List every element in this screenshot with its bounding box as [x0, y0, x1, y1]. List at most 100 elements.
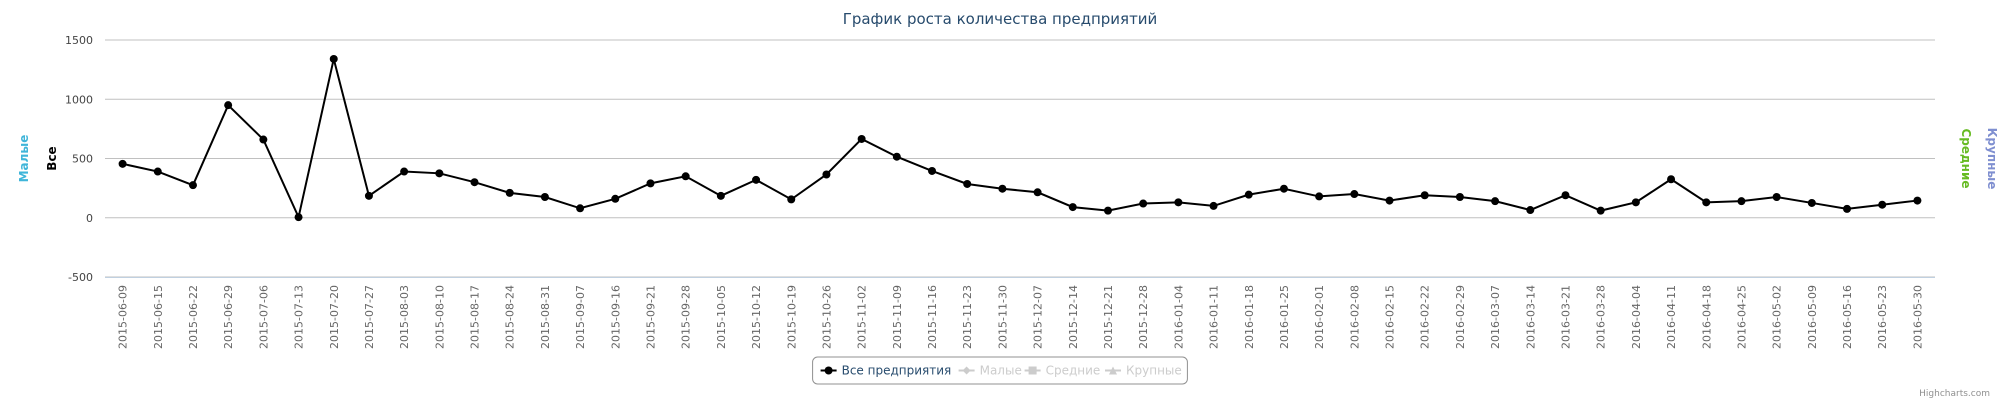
x-tick-label: 2015-09-07 — [574, 285, 587, 349]
data-point — [1526, 206, 1535, 215]
data-point — [540, 193, 549, 202]
x-tick-label: 2015-08-24 — [504, 285, 517, 349]
x-tick-label: 2016-02-01 — [1313, 285, 1326, 349]
x-tick-label: 2016-01-11 — [1208, 285, 1221, 349]
y-tick-label: 1000 — [65, 93, 93, 106]
x-tick-label: 2016-05-23 — [1876, 285, 1889, 349]
data-point — [1667, 175, 1676, 184]
x-tick-label: 2016-01-25 — [1278, 285, 1291, 349]
x-tick-label: 2015-06-29 — [222, 285, 235, 349]
legend-marker — [962, 366, 971, 375]
x-tick-label: 2015-08-17 — [469, 285, 482, 349]
data-point — [1631, 198, 1640, 207]
data-point — [1033, 188, 1042, 197]
x-tick-label: 2015-06-09 — [117, 285, 130, 349]
legend: Все предприятия Малые Средние Крупные — [812, 356, 1188, 385]
legend-label: Малые — [980, 364, 1022, 378]
x-tick-label: 2016-04-18 — [1700, 285, 1713, 349]
x-tick-label: 2016-05-09 — [1806, 285, 1819, 349]
x-tick-label: 2015-08-03 — [398, 285, 411, 349]
data-point — [1174, 198, 1183, 207]
data-point — [1139, 199, 1148, 208]
data-point — [1068, 203, 1077, 212]
legend-label: Средние — [1046, 364, 1101, 378]
data-point — [118, 159, 127, 168]
data-point — [1420, 191, 1429, 200]
x-tick-label: 2015-08-10 — [433, 285, 446, 349]
y-axis-title: Крупные — [1985, 128, 1999, 190]
data-point — [1772, 193, 1781, 202]
x-tick-label: 2016-04-04 — [1630, 285, 1643, 349]
legend-item[interactable]: Средние — [1024, 364, 1101, 378]
x-tick-label: 2016-02-08 — [1348, 285, 1361, 349]
x-tick-label: 2015-12-14 — [1067, 285, 1080, 349]
credits[interactable]: Highcharts.com — [1919, 389, 1990, 399]
x-tick-label: 2015-07-27 — [363, 285, 376, 349]
legend-item[interactable]: Крупные — [1105, 364, 1182, 378]
x-tick-label: 2016-02-22 — [1419, 285, 1432, 349]
x-tick-label: 2015-11-23 — [961, 285, 974, 349]
data-point — [998, 184, 1007, 193]
legend-label: Все предприятия — [842, 364, 952, 378]
data-point — [857, 134, 866, 143]
data-point — [963, 179, 972, 188]
data-point — [1843, 204, 1852, 213]
y-tick-label: 500 — [72, 153, 93, 166]
data-point — [1244, 190, 1253, 199]
data-point — [928, 166, 937, 175]
x-tick-label: 2016-01-18 — [1243, 285, 1256, 349]
data-point — [1209, 201, 1218, 210]
legend-marker — [1109, 366, 1117, 375]
data-point — [1878, 200, 1887, 209]
x-tick-label: 2015-08-31 — [539, 285, 552, 349]
data-point — [505, 188, 514, 197]
data-point — [1737, 197, 1746, 206]
data-point — [1807, 198, 1816, 207]
data-point — [364, 191, 373, 200]
x-tick-label: 2015-11-30 — [996, 285, 1009, 349]
x-tick-label: 2015-10-12 — [750, 285, 763, 349]
x-tick-label: 2015-06-15 — [152, 285, 165, 349]
x-tick-label: 2016-05-02 — [1771, 285, 1784, 349]
y-tick-label: 1500 — [65, 34, 93, 47]
x-tick-label: 2015-07-06 — [257, 285, 270, 349]
data-point — [470, 178, 479, 187]
x-tick-label: 2016-02-15 — [1384, 285, 1397, 349]
x-tick-label: 2016-04-25 — [1735, 285, 1748, 349]
data-point — [294, 213, 303, 222]
data-point — [329, 54, 338, 63]
x-tick-label: 2015-10-19 — [785, 285, 798, 349]
data-point — [400, 167, 409, 176]
x-tick-label: 2015-10-26 — [820, 285, 833, 349]
legend-item[interactable]: Малые — [958, 364, 1022, 378]
x-tick-label: 2015-07-20 — [328, 285, 341, 349]
data-point — [224, 101, 233, 110]
legend-item[interactable]: Все предприятия — [820, 364, 952, 378]
x-tick-label: 2016-05-16 — [1841, 285, 1854, 349]
data-point — [1350, 190, 1359, 199]
data-point — [716, 191, 725, 200]
x-tick-label: 2015-11-09 — [891, 285, 904, 349]
x-tick-label: 2016-03-14 — [1524, 285, 1537, 349]
y-axis-title: Средние — [1959, 128, 1973, 188]
data-point — [892, 152, 901, 161]
data-point — [1279, 184, 1288, 193]
x-tick-label: 2015-09-21 — [644, 285, 657, 349]
legend-marker — [1028, 366, 1037, 375]
x-tick-label: 2015-12-21 — [1102, 285, 1115, 349]
x-tick-label: 2015-11-02 — [856, 285, 869, 349]
legend-box — [812, 356, 1188, 385]
x-tick-label: 2016-03-21 — [1559, 285, 1572, 349]
data-point — [1455, 193, 1464, 202]
data-point — [1315, 192, 1324, 201]
data-point — [188, 181, 197, 190]
y-tick-label: 0 — [86, 212, 93, 225]
data-point — [576, 204, 585, 213]
x-tick-label: 2016-04-11 — [1665, 285, 1678, 349]
y-tick-label: -500 — [68, 271, 93, 284]
data-point — [435, 169, 444, 178]
data-point — [1702, 198, 1711, 207]
data-point — [822, 170, 831, 179]
data-point — [646, 179, 655, 188]
